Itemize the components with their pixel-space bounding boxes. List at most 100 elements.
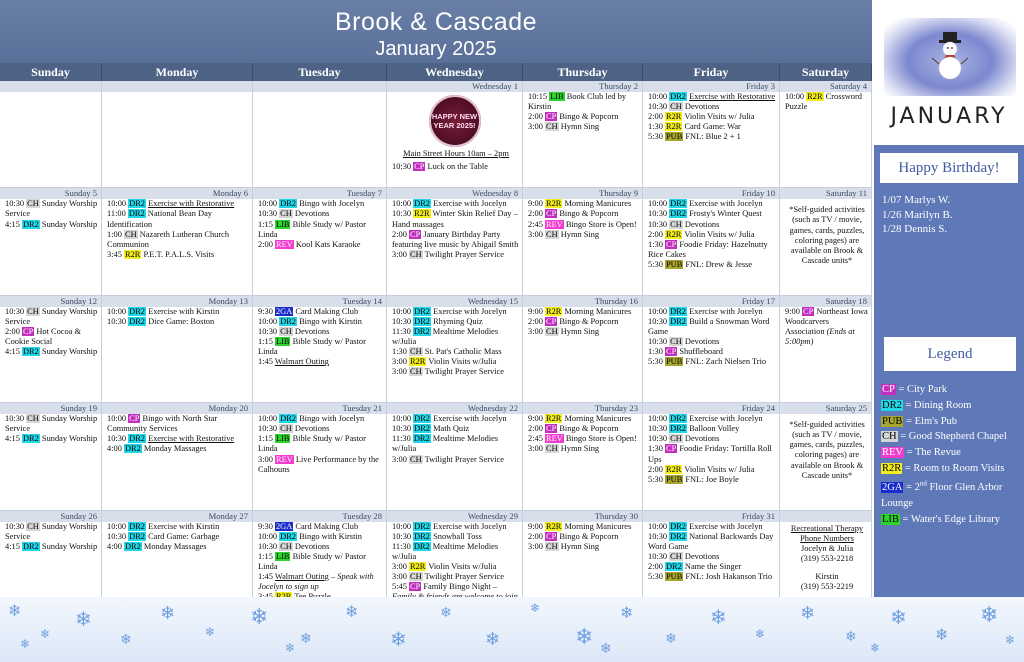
- event-title: Sunday Worship: [41, 434, 98, 444]
- event-title: Bingo with Jocelyn: [299, 199, 365, 209]
- calendar-grid: Sunday Monday Tuesday Wednesday Thursday Frid…: [0, 63, 872, 618]
- event-time: 10:00: [392, 199, 412, 209]
- day-number: Friday 31: [643, 510, 779, 522]
- snowflake-icon: ❄: [120, 632, 132, 648]
- event-time: 5:30: [648, 474, 663, 484]
- location-tag: DR2: [412, 434, 431, 444]
- location-tag: DR2: [128, 531, 146, 541]
- event-item: 10:00 DR2 Exercise with Restorative: [643, 92, 779, 102]
- snowflake-icon: ❄: [250, 605, 269, 630]
- location-tag: DR2: [413, 199, 431, 209]
- event-time: 2:45: [528, 434, 543, 444]
- event-time: 3:00: [392, 357, 407, 367]
- location-tag: DR2: [669, 531, 687, 541]
- event-time: 3:00: [392, 249, 407, 259]
- event-time: 10:30: [648, 102, 668, 112]
- day-cell: Friday 17 10:00 DR2 Exercise with Jocelyn…: [643, 295, 780, 404]
- event-title: Bingo & Popcorn: [559, 531, 619, 541]
- location-tag: R2R: [413, 209, 431, 219]
- legend-entry: R2R = Room to Room Visits: [881, 461, 1024, 477]
- event-item: 10:30 DR2 Math Quiz: [387, 424, 522, 434]
- event-time: 4:15: [5, 347, 20, 357]
- legend-tag: DR2: [881, 399, 903, 411]
- day-cell: Wednesday 22 10:00 DR2 Exercise with Joce…: [387, 403, 523, 511]
- legend-entry: 2GA = 2nd Floor Glen Arbor Lounge: [881, 477, 1024, 512]
- event-time: 2:00: [392, 229, 407, 239]
- event-title: Balloon Volley: [689, 424, 740, 434]
- event-title: Exercise with Kirstin: [148, 306, 220, 316]
- event-title: Twilight Prayer Service: [424, 367, 504, 377]
- day-of-week-header: Tuesday: [253, 63, 387, 81]
- event-time: 1:15: [258, 434, 273, 444]
- event-item: 2:00 R2R Violin Visits w/ Julia: [643, 229, 779, 240]
- event-time: 9:00: [528, 414, 543, 424]
- event-time: 10:30: [648, 424, 668, 434]
- event-item: 10:30 CH Sunday Worship Service: [0, 199, 101, 219]
- contact-line: Jocelyn & Julia: [800, 543, 854, 553]
- event-time: 11:00: [107, 209, 126, 219]
- event-title: Card Making Club: [295, 521, 359, 531]
- event-time: 10:30: [258, 541, 278, 551]
- location-tag: DR2: [413, 316, 431, 326]
- event-title: Frosty's Winter Quest: [689, 209, 762, 219]
- event-title: Mealtime Melodies w/Julia: [392, 326, 499, 347]
- day-cell: [102, 81, 253, 189]
- legend-label: = Dining Room: [905, 399, 972, 411]
- location-tag: CH: [123, 229, 138, 239]
- snowflake-icon: ❄: [160, 603, 176, 624]
- event-item: 11:30 DR2 Mealtime Melodies w/Julia: [387, 541, 522, 562]
- event-title: Hymn Sing: [560, 229, 600, 239]
- event-time: 5:30: [648, 132, 663, 142]
- event-title: Violin Visits w/ Julia: [684, 464, 755, 474]
- location-tag: DR2: [128, 306, 146, 316]
- location-tag: CP: [544, 424, 558, 434]
- event-title: Exercise with Jocelyn: [689, 521, 763, 531]
- location-tag: CP: [21, 326, 35, 336]
- event-title: Shuffleboard: [679, 347, 723, 357]
- event-title: Sunday Worship: [41, 541, 98, 551]
- day-cell: Wednesday 1 HAPPY NEW YEAR 2025! Main Stre…: [387, 81, 523, 189]
- event-time: 10:00: [107, 199, 127, 209]
- location-tag: LIB: [274, 551, 291, 561]
- event-title: Family Bingo Night –: [423, 582, 498, 592]
- event-item: 10:00 DR2 Bingo with Kirstin: [253, 316, 386, 327]
- event-item: 3:00 CH Hymn Sing: [523, 444, 642, 454]
- day-cell: Sunday 12 10:30 CH Sunday Worship Service…: [0, 295, 102, 404]
- event-title: Morning Manicures: [564, 306, 632, 316]
- event-title: Bible Study w/ Pastor Linda: [258, 434, 366, 454]
- event-time: 10:30: [258, 424, 278, 434]
- event-title: Foodie Friday: Tortilla Roll Ups: [648, 444, 772, 464]
- event-time: 10:00: [392, 306, 412, 316]
- event-title: Monday Massages: [143, 541, 207, 551]
- location-tag: DR2: [669, 414, 687, 424]
- event-item: 9:00 R2R Morning Manicures: [523, 199, 642, 209]
- day-number: Tuesday 21: [253, 403, 386, 415]
- self-guided-note: *Self-guided activities (such as TV / mo…: [789, 205, 865, 265]
- day-number: Friday 3: [643, 81, 779, 92]
- event-title: Sunday Worship: [41, 219, 98, 229]
- location-tag: DR2: [669, 92, 687, 101]
- event-title: Bingo & Popcorn: [559, 209, 619, 219]
- day-number: [253, 81, 386, 92]
- event-title: Devotions: [684, 551, 720, 561]
- calendar-month: January 2025: [375, 38, 497, 60]
- event-item: 11:30 DR2 Mealtime Melodies w/Julia: [387, 326, 522, 347]
- location-tag: DR2: [128, 316, 146, 326]
- event-time: 10:00: [107, 306, 127, 316]
- event-item: 10:00 DR2 Bingo with Kirstin: [253, 531, 386, 542]
- day-number: [102, 81, 252, 92]
- day-of-week-header: Thursday: [523, 63, 643, 81]
- event-title: Violin Visits w/ Julia: [684, 112, 755, 122]
- event-time: 3:00: [392, 561, 407, 571]
- event-item: 10:30 CP Luck on the Table: [387, 162, 522, 172]
- event-time: 11:30: [392, 434, 411, 444]
- event-time: 10:30: [648, 551, 668, 561]
- event-title: Bingo with Kirstin: [299, 316, 362, 326]
- day-number: Monday 20: [102, 403, 252, 415]
- event-time: 2:00: [528, 424, 543, 434]
- location-tag: 2GA: [274, 521, 294, 531]
- event-title: Morning Manicures: [564, 199, 632, 209]
- location-tag: DR2: [669, 521, 687, 531]
- day-number: Tuesday 7: [253, 188, 386, 200]
- day-number: Sunday 26: [0, 510, 101, 522]
